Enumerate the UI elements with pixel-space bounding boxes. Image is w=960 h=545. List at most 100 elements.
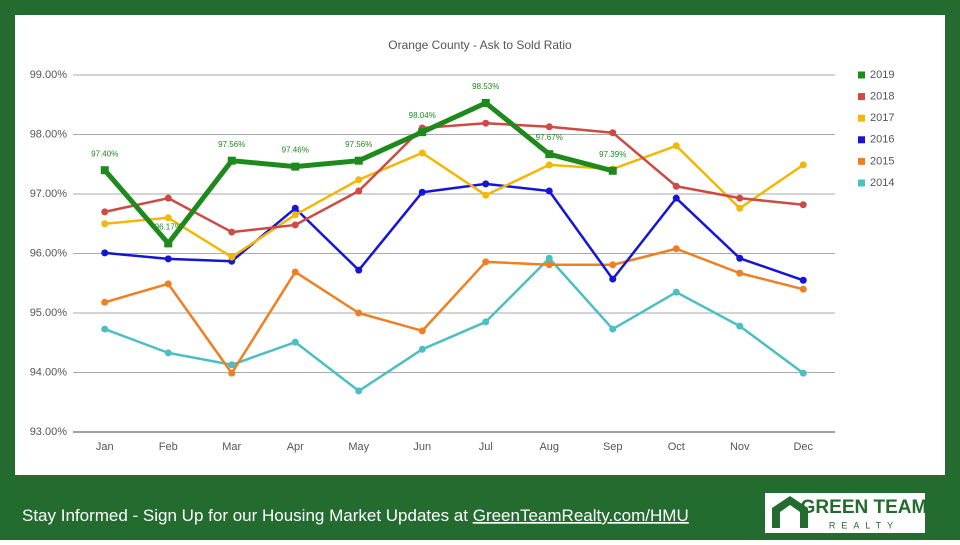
point: [354, 156, 363, 165]
x-tick-label: Dec: [793, 441, 813, 453]
data-label: 98.04%: [409, 111, 436, 120]
logo-bottom: REALTY: [829, 520, 899, 530]
footer-link[interactable]: GreenTeamRealty.com/HMU: [473, 506, 689, 525]
point: [228, 369, 236, 377]
point: [418, 345, 426, 353]
data-label: 98.53%: [472, 82, 499, 91]
legend-marker: [858, 71, 865, 79]
point: [799, 161, 807, 169]
point: [482, 191, 490, 199]
x-tick-label: Jul: [479, 441, 493, 453]
x-tick-label: Jan: [96, 441, 114, 453]
point: [164, 214, 172, 222]
point: [482, 119, 490, 127]
legend-marker: [858, 179, 865, 187]
point: [291, 338, 299, 346]
point: [355, 266, 363, 274]
point: [101, 208, 109, 216]
point: [164, 194, 172, 202]
point: [418, 188, 426, 196]
point: [672, 245, 680, 253]
point: [736, 322, 744, 330]
point: [355, 187, 363, 195]
x-tick-label: Mar: [222, 441, 241, 453]
data-label: 97.56%: [218, 140, 245, 149]
x-tick-label: Jun: [413, 441, 431, 453]
point: [609, 261, 617, 269]
point: [355, 387, 363, 395]
logo-top: GREEN TEAM: [801, 497, 928, 518]
data-label: 97.39%: [599, 150, 626, 159]
data-label: 97.40%: [91, 149, 118, 158]
point: [291, 211, 299, 219]
point: [291, 204, 299, 212]
chart-title: Orange County - Ask to Sold Ratio: [388, 38, 572, 52]
point: [672, 182, 680, 190]
y-tick-label: 95.00%: [30, 307, 68, 319]
point: [227, 156, 236, 165]
y-tick-label: 96.00%: [30, 247, 68, 259]
y-tick-label: 97.00%: [30, 188, 68, 200]
point: [799, 285, 807, 293]
point: [164, 280, 172, 288]
point: [799, 369, 807, 377]
point: [545, 261, 553, 269]
point: [545, 150, 554, 159]
data-label: 97.56%: [345, 140, 372, 149]
series-line: [104, 182, 804, 282]
point: [164, 349, 172, 357]
footer-text: Stay Informed - Sign Up for our Housing …: [22, 506, 473, 525]
point: [482, 318, 490, 326]
point: [736, 194, 744, 202]
point: [291, 162, 300, 171]
series-line: [104, 144, 804, 259]
legend-marker: [858, 114, 865, 122]
y-tick-label: 93.00%: [30, 426, 68, 438]
point: [545, 254, 553, 262]
point: [291, 221, 299, 229]
logo-house: [772, 496, 808, 528]
point: [418, 149, 426, 157]
footer-text: Stay Informed - Sign Up for our Housing …: [22, 506, 689, 525]
legend-label: 2015: [870, 155, 894, 167]
point: [672, 288, 680, 296]
data-label: 96.17%: [155, 222, 182, 231]
point: [736, 269, 744, 277]
y-tick-label: 98.00%: [30, 128, 68, 140]
legend-label: 2016: [870, 134, 894, 146]
point: [736, 254, 744, 262]
x-tick-label: Aug: [539, 441, 559, 453]
x-tick-label: May: [348, 441, 369, 453]
legend-label: 2019: [870, 69, 894, 81]
point: [164, 255, 172, 263]
point: [164, 239, 173, 248]
legend-label: 2014: [870, 177, 894, 189]
series-line: [104, 121, 804, 234]
point: [545, 161, 553, 169]
x-tick-label: Oct: [668, 441, 685, 453]
point: [609, 325, 617, 333]
point: [736, 204, 744, 212]
point: [418, 128, 427, 137]
point: [291, 268, 299, 276]
legend-marker: [858, 93, 865, 101]
point: [355, 176, 363, 184]
data-label: 97.46%: [282, 146, 309, 155]
point: [799, 276, 807, 284]
point: [545, 187, 553, 195]
point: [672, 194, 680, 202]
point: [101, 220, 109, 228]
point: [545, 123, 553, 131]
point: [481, 98, 490, 107]
legend-marker: [858, 136, 865, 144]
point: [228, 361, 236, 369]
point: [482, 180, 490, 188]
legend-marker: [858, 157, 865, 165]
point: [101, 249, 109, 257]
x-tick-label: Nov: [730, 441, 750, 453]
x-tick-label: Apr: [287, 441, 304, 453]
series-line: [104, 247, 804, 375]
y-tick-label: 99.00%: [30, 69, 68, 81]
point: [101, 325, 109, 333]
